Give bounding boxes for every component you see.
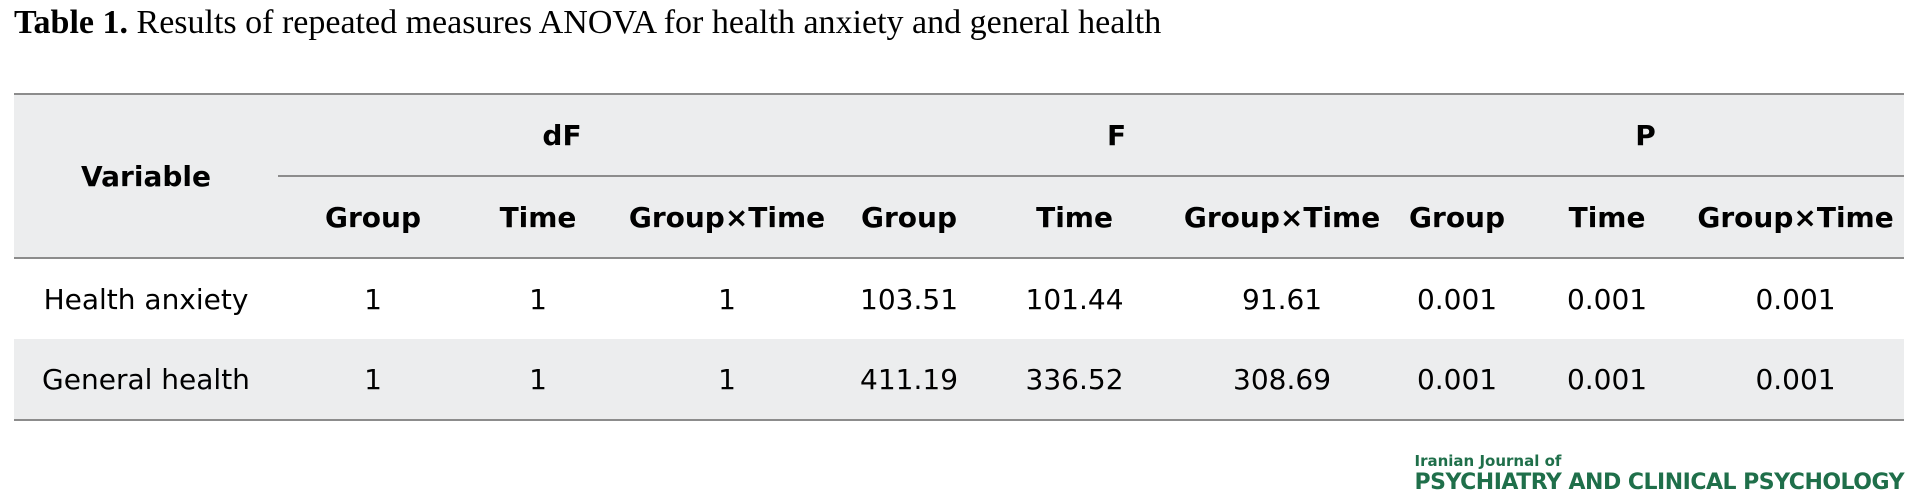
anova-results-table: Variable dF F P Group Time Group×Time Gr… <box>14 93 1905 421</box>
subheader-f-groupxtime: Group×Time <box>1183 200 1381 234</box>
cell-p-group: 0.001 <box>1416 362 1498 396</box>
subheader-df-group: Group <box>324 200 421 234</box>
cell-f-group: 103.51 <box>860 282 959 316</box>
table-row: General health 1 1 1 411.19 336.52 308.6… <box>14 339 1905 420</box>
subheader-p-time: Time <box>1568 200 1646 234</box>
cell-df-groupxtime: 1 <box>718 362 736 396</box>
caption-label: Table 1. <box>14 4 129 41</box>
caption-text: Results of repeated measures ANOVA for h… <box>136 4 1162 41</box>
header-row-groups: Variable dF F P <box>14 94 1905 193</box>
cell-p-groupxtime: 0.001 <box>1755 282 1836 316</box>
cell-f-time: 336.52 <box>1025 362 1124 396</box>
header-group-p: P <box>1387 94 1905 177</box>
row-variable: General health <box>42 362 250 396</box>
header-variable: Variable <box>81 159 211 193</box>
subheader-f-group: Group <box>861 200 958 234</box>
cell-df-time: 1 <box>529 282 547 316</box>
cell-p-groupxtime: 0.001 <box>1755 362 1836 396</box>
header-row-subheaders: Group Time Group×Time Group Time Group×T… <box>14 176 1905 258</box>
cell-df-group: 1 <box>364 282 382 316</box>
subheader-p-groupxtime: Group×Time <box>1697 200 1894 234</box>
cell-p-group: 0.001 <box>1416 282 1498 316</box>
cell-f-groupxtime: 308.69 <box>1233 362 1332 396</box>
table-row: Health anxiety 1 1 1 103.51 101.44 91.61… <box>14 258 1904 339</box>
subheader-p-group: Group <box>1409 200 1506 234</box>
journal-logo: Iranian Journal of PSYCHIATRY AND CLINIC… <box>1414 452 1905 496</box>
cell-f-groupxtime: 91.61 <box>1241 282 1323 316</box>
cell-df-time: 1 <box>529 362 547 396</box>
cell-df-group: 1 <box>364 362 382 396</box>
header-group-f: F <box>846 94 1388 177</box>
header-group-df: dF <box>278 94 847 177</box>
table-caption: Table 1. Results of repeated measures AN… <box>14 0 1161 46</box>
cell-p-time: 0.001 <box>1566 282 1648 316</box>
cell-f-group: 411.19 <box>860 362 959 396</box>
journal-logo-line1: Iranian Journal of <box>1414 452 1562 470</box>
subheader-df-groupxtime: Group×Time <box>628 200 826 234</box>
cell-f-time: 101.44 <box>1025 282 1124 316</box>
subheader-f-time: Time <box>1036 200 1113 234</box>
journal-logo-line2: PSYCHIATRY AND CLINICAL PSYCHOLOGY <box>1414 470 1905 495</box>
cell-df-groupxtime: 1 <box>718 282 736 316</box>
subheader-df-time: Time <box>499 200 577 234</box>
row-variable: Health anxiety <box>43 282 249 316</box>
cell-p-time: 0.001 <box>1566 362 1648 396</box>
